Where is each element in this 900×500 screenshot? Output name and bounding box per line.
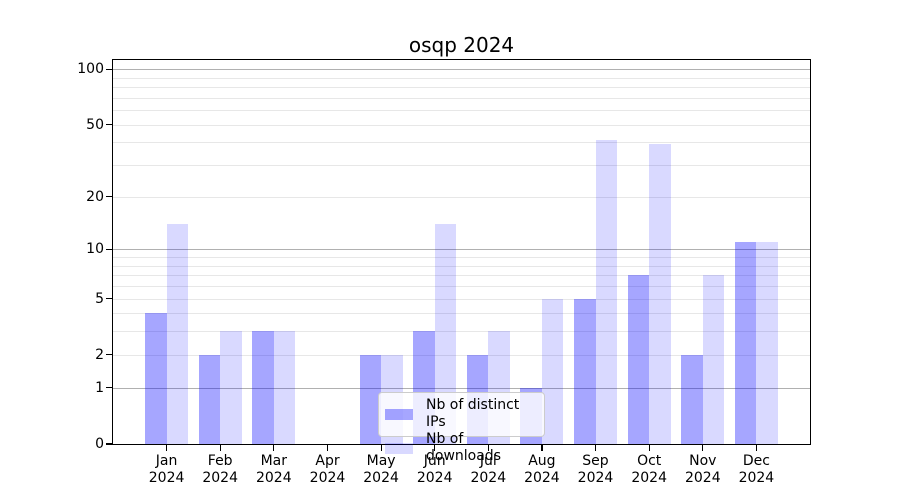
- x-tick-mar: [273, 445, 275, 451]
- bar-distinct-ips-may: [359, 354, 382, 444]
- legend-item-distinct-ips: Nb of distinct IPs: [385, 397, 536, 431]
- y-gridline-major-10: [113, 249, 810, 251]
- legend-swatch-distinct-ips: [385, 408, 413, 420]
- y-tick-1: [106, 387, 113, 389]
- y-gridline-minor-8: [113, 265, 810, 267]
- x-tick-aug: [541, 445, 543, 451]
- bar-distinct-ips-feb: [198, 354, 221, 444]
- y-gridline-minor-50: [113, 124, 810, 126]
- x-tick-label-feb: Feb 2024: [202, 453, 238, 486]
- legend-swatch-downloads: [385, 442, 413, 454]
- x-tick-jun: [434, 445, 436, 451]
- y-gridline-minor-80: [113, 87, 810, 88]
- y-tick-label-1: 1: [95, 379, 104, 396]
- y-gridline-minor-40: [113, 142, 810, 144]
- x-tick-label-may: May 2024: [363, 453, 399, 486]
- y-gridline-minor-70: [113, 97, 810, 99]
- x-tick-jul: [487, 445, 489, 451]
- y-tick-label-5: 5: [95, 290, 104, 307]
- legend-label-downloads: Nb of downloads: [426, 431, 501, 464]
- bar-downloads-aug: [541, 298, 564, 444]
- y-gridline-minor-20: [113, 196, 810, 198]
- x-tick-oct: [648, 445, 650, 451]
- x-tick-label-sep: Sep 2024: [577, 453, 614, 486]
- y-gridline-minor-9: [113, 257, 810, 258]
- x-tick-may: [380, 445, 382, 451]
- bar-downloads-nov: [702, 275, 725, 444]
- bar-downloads-oct: [649, 144, 671, 444]
- x-tick-jan: [166, 445, 168, 451]
- bar-distinct-ips-sep: [574, 298, 596, 444]
- y-gridline-minor-5: [113, 298, 810, 300]
- bar-distinct-ips-nov: [681, 354, 703, 444]
- y-tick-0: [106, 443, 113, 445]
- x-tick-label-jun: Jun 2024: [416, 453, 453, 486]
- x-tick-label-dec: Dec 2024: [738, 453, 775, 486]
- y-tick-5: [106, 297, 113, 300]
- bar-downloads-feb: [220, 331, 242, 444]
- y-tick-label-50: 50: [86, 116, 104, 133]
- bar-downloads-sep: [595, 140, 617, 444]
- y-gridline-minor-90: [113, 77, 810, 79]
- y-tick-label-0: 0: [95, 436, 104, 452]
- bar-downloads-jan: [166, 224, 189, 444]
- x-tick-label-apr: Apr 2024: [309, 453, 346, 486]
- x-tick-label-mar: Mar 2024: [255, 453, 292, 486]
- y-gridline-minor-3: [113, 331, 810, 333]
- y-tick-10: [106, 248, 113, 250]
- bar-distinct-ips-jan: [145, 313, 167, 444]
- y-tick-label-2: 2: [95, 346, 104, 363]
- bar-downloads-dec: [756, 242, 778, 444]
- y-gridline-minor-2: [113, 354, 810, 356]
- x-tick-sep: [594, 445, 597, 451]
- x-tick-label-jul: Jul 2024: [470, 453, 507, 486]
- x-tick-nov: [702, 445, 704, 451]
- x-tick-label-oct: Oct 2024: [631, 453, 667, 486]
- bar-downloads-mar: [273, 331, 296, 444]
- y-tick-label-20: 20: [86, 188, 104, 205]
- y-tick-50: [106, 124, 113, 126]
- y-tick-2: [106, 354, 113, 356]
- x-tick-apr: [326, 445, 329, 451]
- y-gridline-minor-30: [113, 165, 810, 167]
- x-tick-feb: [219, 445, 221, 451]
- plot-area: [112, 59, 811, 445]
- y-tick-100: [106, 68, 113, 70]
- legend-label-distinct-ips: Nb of distinct IPs: [426, 397, 520, 430]
- bar-distinct-ips-dec: [734, 242, 757, 444]
- x-tick-label-jan: Jan 2024: [148, 453, 185, 486]
- y-gridline-major-1: [113, 387, 810, 389]
- y-gridline-minor-60: [113, 110, 810, 112]
- y-gridline-minor-6: [113, 285, 810, 287]
- bar-distinct-ips-mar: [252, 331, 274, 444]
- y-gridline-minor-7: [113, 275, 810, 277]
- legend: Nb of distinct IPs Nb of downloads: [378, 392, 545, 464]
- legend-item-downloads: Nb of downloads: [385, 431, 536, 465]
- bar-distinct-ips-oct: [627, 275, 650, 444]
- x-tick-label-nov: Nov 2024: [684, 453, 721, 486]
- y-gridline-major-100: [113, 69, 810, 71]
- y-tick-label-100: 100: [77, 61, 104, 78]
- y-gridline-minor-4: [113, 313, 810, 315]
- y-tick-label-10: 10: [86, 241, 104, 258]
- x-tick-label-aug: Aug 2024: [524, 453, 560, 486]
- chart-title: osqp 2024: [408, 33, 515, 57]
- y-tick-20: [106, 196, 113, 198]
- bar-downloads-jun: [434, 224, 457, 444]
- x-tick-dec: [755, 445, 758, 451]
